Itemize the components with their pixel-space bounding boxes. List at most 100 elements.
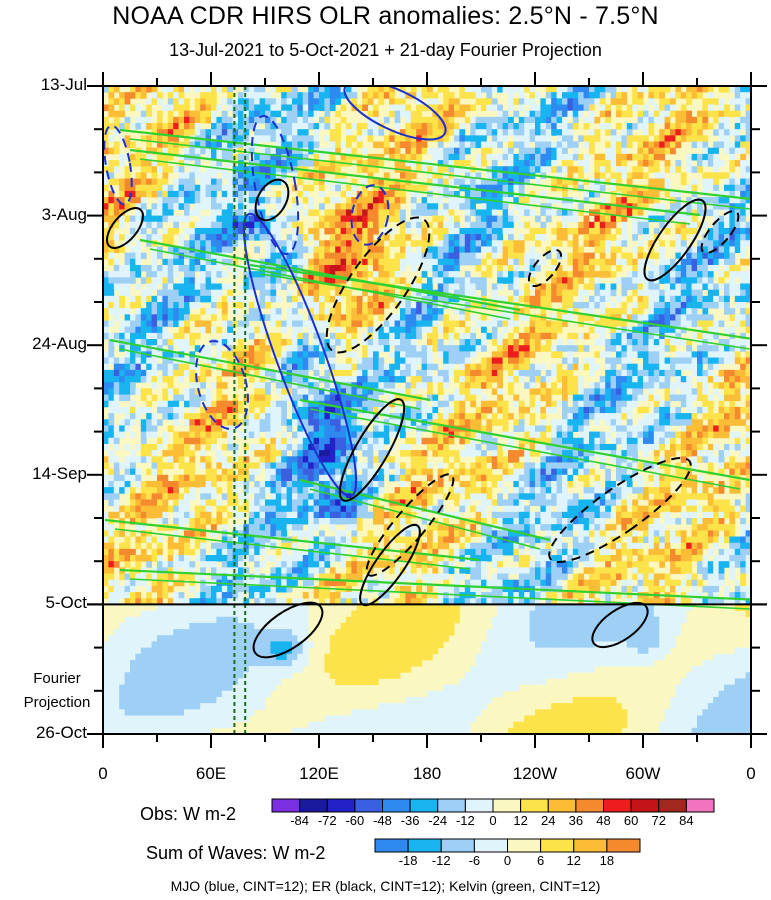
x-tick-label: 0: [98, 764, 108, 783]
er-contour: [591, 601, 649, 649]
chart-footer: MJO (blue, CINT=12); ER (black, CINT=12)…: [170, 878, 601, 894]
kelvin-contour: [139, 238, 521, 312]
obs-colorbar-tick: 48: [596, 813, 611, 828]
waves-colorbar-swatch: [374, 838, 409, 853]
obs-colorbar-swatch: [271, 798, 301, 813]
obs-colorbar-tick: -24: [428, 813, 448, 828]
x-tick-label: 120E: [299, 764, 339, 783]
x-tick-label: 60W: [625, 764, 661, 783]
er-contour: [106, 207, 144, 249]
er-contour: [548, 457, 692, 563]
y-tick-label: 24-Aug: [32, 334, 87, 354]
kelvin-contour: [129, 148, 701, 217]
obs-colorbar-swatch: [437, 798, 466, 813]
obs-colorbar-tick: 72: [651, 813, 666, 828]
waves-colorbar-swatch: [407, 838, 442, 853]
y-tick-label: 14-Sep: [32, 463, 87, 483]
kelvin-contour: [129, 138, 751, 210]
obs-colorbar-tick: -12: [455, 813, 475, 828]
er-contour: [254, 178, 290, 222]
waves-colorbar-swatch: [473, 838, 508, 853]
obs-colorbar-tick: -84: [290, 813, 310, 828]
kelvin-contour: [299, 478, 551, 542]
waves-colorbar-title: Sum of Waves: W m-2: [146, 843, 326, 863]
er-contour: [643, 198, 707, 282]
y-tick-label: 26-Oct: [35, 723, 87, 742]
kelvin-contour: [109, 338, 431, 402]
kelvin-contour: [119, 128, 751, 201]
kelvin-contour: [119, 348, 421, 410]
obs-colorbar-tick: 24: [541, 813, 556, 828]
projection-label-line2: Projection: [23, 694, 91, 711]
y-tick-label: 5-Oct: [45, 593, 87, 613]
x-tick-label: 60E: [195, 764, 227, 783]
mjo-contour: [250, 114, 300, 256]
kelvin-contour: [104, 518, 481, 562]
obs-colorbar-tick: -60: [345, 813, 365, 828]
x-tick-label: 120W: [512, 764, 558, 783]
colorbars: [271, 798, 715, 853]
waves-colorbar-swatch: [507, 838, 542, 853]
obs-colorbar-swatch: [492, 798, 522, 813]
er-contour: [252, 601, 324, 659]
mjo-contour: [242, 212, 358, 498]
waves-colorbar-swatch: [540, 838, 575, 853]
obs-colorbar-swatch: [520, 798, 549, 813]
obs-colorbar-tick: -72: [317, 813, 337, 828]
waves-colorbar-swatch: [440, 838, 475, 853]
plot-frame: [87, 72, 767, 748]
obs-colorbar-swatch: [547, 798, 577, 813]
obs-colorbar-swatch: [464, 798, 494, 813]
mjo-contour: [103, 124, 133, 206]
obs-colorbar-swatch: [354, 798, 383, 813]
obs-colorbar-title: Obs: W m-2: [140, 804, 237, 824]
kelvin-contour: [249, 263, 751, 340]
obs-colorbar-tick: 0: [489, 813, 497, 828]
obs-colorbar-swatch: [326, 798, 356, 813]
mjo-contour: [195, 340, 249, 430]
obs-colorbar-swatch: [630, 798, 660, 813]
obs-colorbar-tick: 84: [679, 813, 694, 828]
obs-colorbar-swatch: [603, 798, 632, 813]
x-tick-label: 180: [412, 764, 442, 783]
obs-colorbar-swatch: [575, 798, 604, 813]
kelvin-contour: [114, 528, 471, 570]
obs-colorbar-tick: 36: [568, 813, 584, 828]
kelvin-contour: [309, 408, 741, 490]
kelvin-contour: [309, 488, 541, 550]
mjo-contour: [350, 184, 390, 246]
obs-colorbar-swatch: [299, 798, 328, 813]
obs-colorbar-swatch: [685, 798, 715, 813]
er-contour: [338, 398, 406, 502]
er-contour: [325, 216, 431, 354]
waves-colorbar-tick: 18: [599, 853, 615, 868]
obs-colorbar-tick: 12: [513, 813, 528, 828]
waves-colorbar-swatch: [573, 838, 608, 853]
waves-colorbar-tick: -18: [398, 853, 418, 868]
wave-contours: [103, 86, 751, 659]
er-contour: [365, 473, 455, 577]
er-contour: [527, 248, 563, 288]
obs-colorbar-swatch: [409, 798, 439, 813]
obs-colorbar-tick: -48: [373, 813, 392, 828]
projection-label-line1: Fourier: [33, 670, 81, 687]
waves-colorbar-tick: 0: [503, 853, 512, 868]
olr-anomaly-field: [103, 86, 751, 734]
obs-colorbar-swatch: [658, 798, 687, 813]
y-tick-label: 3-Aug: [41, 204, 87, 224]
y-tick-label: 13-Jul: [40, 75, 87, 94]
chart-title: NOAA CDR HIRS OLR anomalies: 2.5°N - 7.5…: [112, 2, 659, 30]
kelvin-contour: [299, 398, 751, 482]
obs-colorbar-tick: -36: [400, 813, 420, 828]
obs-colorbar-swatch: [382, 798, 411, 813]
waves-colorbar-tick: -12: [431, 853, 451, 868]
x-tick-label: 0: [746, 764, 756, 783]
chart-subtitle: 13-Jul-2021 to 5-Oct-2021 + 21-day Fouri…: [169, 40, 602, 60]
waves-colorbar-tick: -6: [468, 853, 481, 868]
obs-colorbar-tick: 60: [623, 813, 639, 828]
waves-colorbar-tick: 12: [566, 853, 581, 868]
kelvin-contour: [139, 158, 691, 225]
waves-colorbar-swatch: [606, 838, 641, 853]
waves-colorbar-tick: 6: [537, 853, 545, 868]
